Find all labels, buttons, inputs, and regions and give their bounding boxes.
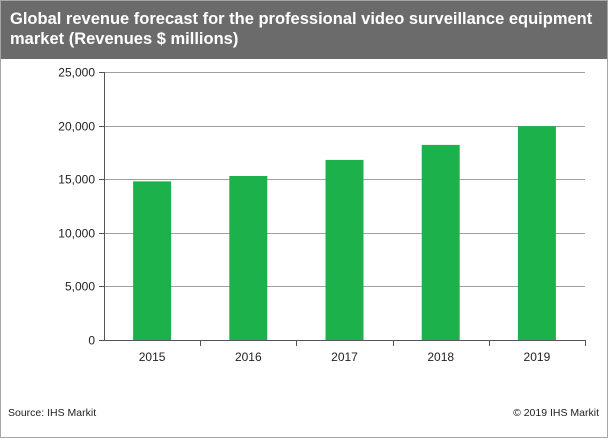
x-tick-label: 2018: [427, 350, 454, 364]
bar-2018: [421, 144, 460, 340]
chart-title: Global revenue forecast for the professi…: [10, 10, 593, 48]
y-tick-label: 0: [88, 334, 95, 348]
y-tick-label: 10,000: [58, 227, 95, 241]
x-tick-label: 2017: [331, 350, 358, 364]
y-tick-label: 20,000: [58, 120, 95, 134]
y-tick-label: 5,000: [65, 280, 95, 294]
bar-2015: [133, 181, 172, 340]
bar-2016: [229, 175, 268, 340]
y-tick-label: 15,000: [58, 173, 95, 187]
bar-2019: [517, 126, 556, 340]
source-note: Source: IHS Markit: [8, 407, 97, 419]
x-tick-label: 2015: [139, 350, 166, 364]
bar-2017: [325, 159, 364, 340]
x-tick-label: 2016: [235, 350, 262, 364]
copyright-note: © 2019 IHS Markit: [513, 407, 599, 419]
title-bar: Global revenue forecast for the professi…: [1, 1, 607, 59]
y-tick-label: 25,000: [58, 66, 95, 80]
x-tick-label: 2019: [524, 350, 551, 364]
